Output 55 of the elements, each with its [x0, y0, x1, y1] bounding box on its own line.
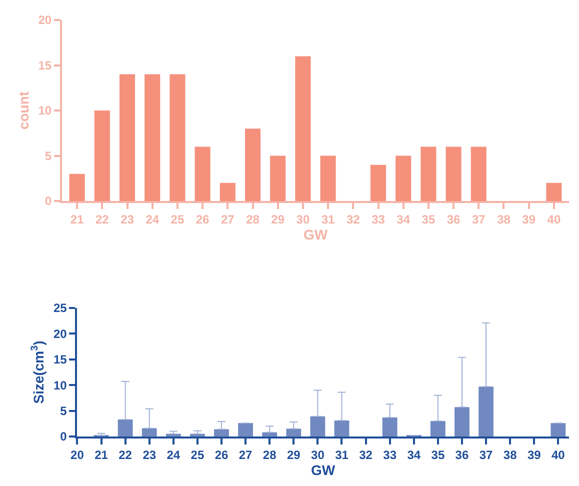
x-tick-label: 35 [431, 448, 445, 462]
x-tick-label: 20 [70, 448, 84, 462]
y-tick-label: 20 [38, 13, 52, 28]
x-tick-label: 35 [422, 212, 436, 226]
x-tick-label: 38 [503, 448, 518, 462]
x-tick-label: 23 [142, 448, 156, 462]
x-tick-label: 40 [547, 212, 561, 226]
x-tick-label: 21 [94, 448, 108, 462]
x-tick-label: 24 [146, 212, 160, 226]
x-tick-label: 31 [335, 448, 349, 462]
x-tick-label: 33 [372, 212, 386, 226]
y-tick-label: 20 [53, 326, 68, 341]
x-tick-label: 36 [455, 448, 469, 462]
y-tick-label: 15 [38, 58, 52, 72]
y-axis-title: count [15, 91, 32, 130]
y-tick-label: 0 [60, 430, 68, 444]
x-tick-label: 39 [527, 448, 542, 462]
y-tick-label: 5 [60, 404, 68, 418]
x-tick-label: 32 [359, 448, 373, 462]
x-tick-label: 38 [497, 212, 511, 226]
x-tick-label: 32 [346, 212, 360, 226]
x-tick-label: 29 [271, 212, 285, 226]
x-tick-label: 34 [407, 448, 421, 462]
y-tick-label: 10 [38, 104, 52, 118]
x-tick-label: 26 [196, 212, 210, 226]
x-tick-label: 36 [446, 212, 461, 226]
x-tick-label: 28 [262, 448, 277, 462]
x-tick-label: 29 [286, 448, 301, 462]
x-tick-label: 25 [170, 212, 184, 226]
x-tick-label: 26 [214, 448, 228, 462]
x-tick-label: 37 [479, 448, 494, 462]
x-tick-label: 30 [296, 212, 310, 226]
x-tick-label: 34 [396, 212, 410, 226]
x-tick-label: 28 [246, 212, 260, 226]
x-tick-label: 27 [220, 212, 235, 226]
x-tick-label: 23 [120, 212, 134, 226]
y-tick-label: 0 [44, 194, 52, 208]
x-axis-title: GW [311, 462, 336, 478]
y-tick-label: 10 [53, 378, 68, 392]
x-tick-label: 39 [522, 212, 536, 226]
x-tick-label: 30 [311, 448, 325, 462]
x-tick-label: 31 [321, 212, 336, 226]
x-tick-label: 27 [238, 448, 253, 462]
x-tick-label: 33 [383, 448, 397, 462]
x-axis-title: GW [303, 226, 328, 242]
x-tick-label: 22 [95, 212, 110, 226]
x-tick-label: 21 [70, 212, 84, 226]
y-tick-label: 5 [44, 148, 52, 163]
x-tick-label: 40 [552, 448, 566, 462]
y-tick-label: 25 [53, 301, 68, 316]
x-tick-label: 37 [472, 212, 486, 226]
y-tick-label: 15 [53, 352, 68, 367]
x-tick-label: 22 [118, 448, 132, 462]
x-tick-label: 24 [166, 448, 180, 462]
x-tick-label: 25 [190, 448, 204, 462]
